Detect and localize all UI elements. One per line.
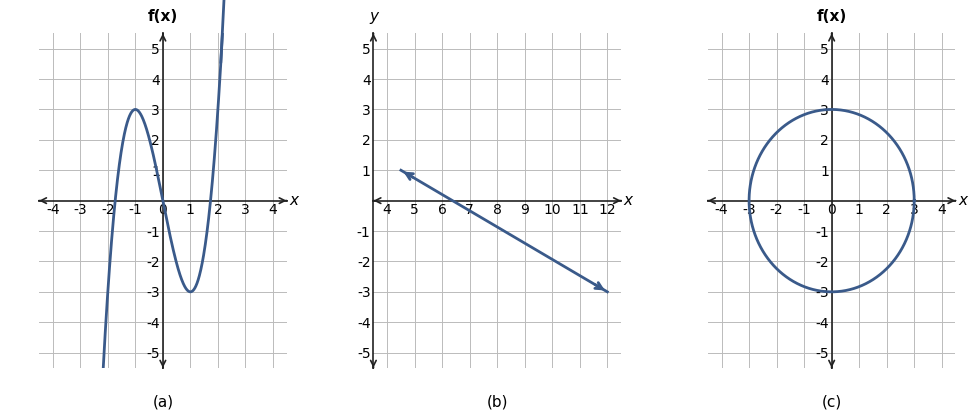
- Text: (c): (c): [822, 395, 841, 410]
- Text: f(x): f(x): [148, 9, 178, 24]
- Text: x: x: [290, 193, 298, 208]
- Text: (b): (b): [487, 395, 508, 410]
- Text: f(x): f(x): [816, 9, 846, 24]
- Text: x: x: [624, 193, 633, 208]
- Text: x: x: [958, 193, 967, 208]
- Text: (a): (a): [152, 395, 174, 410]
- Text: y: y: [369, 9, 378, 24]
